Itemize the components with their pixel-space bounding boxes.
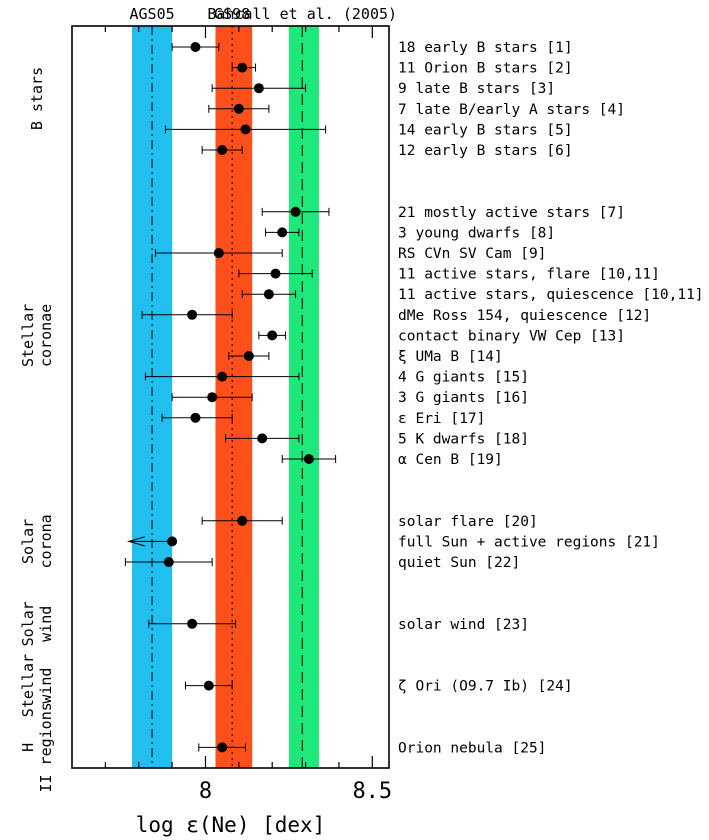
data-point-11: [187, 309, 198, 320]
data-point-5: [217, 145, 228, 155]
group-label-1-line-0: Stellar: [19, 304, 37, 367]
data-point-2: [253, 83, 264, 94]
band-label-1: GS98: [214, 5, 250, 23]
data-point-6: [290, 206, 301, 217]
group-label-4-line-1: wind: [37, 668, 55, 704]
group-label-1: Stellarcoronae: [19, 304, 55, 367]
x-axis-label: log ε(Ne) [dex]: [136, 813, 326, 837]
point-label-15: 3 G giants [16]: [398, 390, 529, 406]
group-labels: B starsStellarcoronaeSolarcoronaSolarwin…: [19, 67, 55, 793]
point-label-16: ε Eri [17]: [398, 411, 485, 427]
data-point-23: [203, 680, 214, 691]
group-label-2-line-1: corona: [37, 514, 55, 568]
point-label-2: 9 late B stars [3]: [398, 81, 555, 97]
point-labels: 18 early B stars [1] 11 Orion B stars [2]…: [398, 40, 704, 756]
x-tick-label-1: 8.5: [352, 779, 392, 804]
point-label-24: Orion nebula [25]: [398, 740, 546, 756]
point-label-20: full Sun + active regions [21]: [398, 534, 660, 550]
group-label-5-line-0: H: [19, 743, 37, 752]
group-label-4-line-0: Stellar: [19, 654, 37, 717]
point-label-12: contact binary VW Cep [13]: [398, 328, 625, 344]
data-point-7: [277, 227, 288, 238]
band-label-0: AGS05: [130, 5, 175, 23]
point-label-0: 18 early B stars [1]: [398, 40, 573, 56]
point-label-9: 11 active stars, flare [10,11]: [398, 267, 660, 283]
group-label-3-line-1: wind: [37, 606, 55, 642]
data-point-9: [270, 268, 281, 279]
x-tick-label-0: 8: [199, 779, 212, 804]
point-label-13: ξ UMa B [14]: [398, 349, 503, 365]
data-point-10: [263, 289, 274, 300]
group-label-1-line-1: coronae: [37, 304, 55, 367]
data-point-24: [217, 742, 228, 753]
point-label-1: 11 Orion B stars [2]: [398, 61, 573, 77]
point-label-18: α Cen B [19]: [398, 452, 503, 468]
band-label-2: Bahcall et al. (2005): [207, 5, 397, 23]
point-label-8: RS CVn SV Cam [9]: [398, 246, 546, 262]
data-point-21: [163, 557, 174, 567]
data-point-20: [167, 536, 178, 547]
point-label-22: solar wind [23]: [398, 617, 529, 633]
error-bars: [124, 43, 337, 752]
reference-band-0: [132, 26, 173, 768]
data-point-17: [257, 433, 268, 444]
group-label-2: Solarcorona: [19, 514, 55, 568]
data-point-18: [303, 454, 314, 464]
data-point-3: [233, 103, 244, 114]
group-label-0: B stars: [28, 67, 46, 130]
data-point-19: [237, 515, 248, 526]
data-point-4: [240, 124, 251, 135]
reference-band-2: [288, 26, 319, 768]
point-label-19: solar flare [20]: [398, 514, 538, 530]
data-point-1: [237, 62, 248, 73]
reference-lines: [151, 26, 303, 768]
point-label-7: 3 young dwarfs [8]: [398, 225, 555, 241]
data-point-12: [267, 330, 278, 341]
data-point-13: [243, 351, 254, 361]
group-label-2-line-0: Solar: [19, 519, 37, 564]
data-point-8: [213, 248, 224, 258]
point-label-5: 12 early B stars [6]: [398, 143, 573, 159]
group-label-5-line-1: II regions: [37, 702, 55, 792]
point-label-14: 4 G giants [15]: [398, 370, 529, 386]
point-label-10: 11 active stars, quiescence [10,11]: [398, 287, 704, 303]
point-label-11: dMe Ross 154, quiescence [12]: [398, 308, 651, 324]
upper-limit-arrow-20: [126, 536, 145, 547]
plot-frame: [71, 25, 390, 769]
group-label-4: Stellarwind: [19, 654, 55, 717]
data-points: [163, 42, 314, 753]
point-label-6: 21 mostly active stars [7]: [398, 205, 625, 221]
data-point-15: [207, 392, 218, 403]
point-label-17: 5 K dwarfs [18]: [398, 431, 529, 447]
data-point-22: [187, 618, 198, 629]
point-label-23: ζ Ori (O9.7 Ib) [24]: [398, 679, 573, 695]
group-label-3: Solarwind: [19, 601, 55, 646]
data-point-16: [190, 412, 201, 423]
data-point-0: [190, 42, 201, 52]
data-point-14: [217, 371, 228, 382]
point-label-21: quiet Sun [22]: [398, 555, 520, 571]
point-label-4: 14 early B stars [5]: [398, 122, 573, 138]
group-label-3-line-0: Solar: [19, 601, 37, 646]
group-label-5: HII regions: [19, 702, 55, 792]
point-label-3: 7 late B/early A stars [4]: [398, 102, 625, 118]
axis-ticks: 8 8.5: [104, 26, 392, 804]
